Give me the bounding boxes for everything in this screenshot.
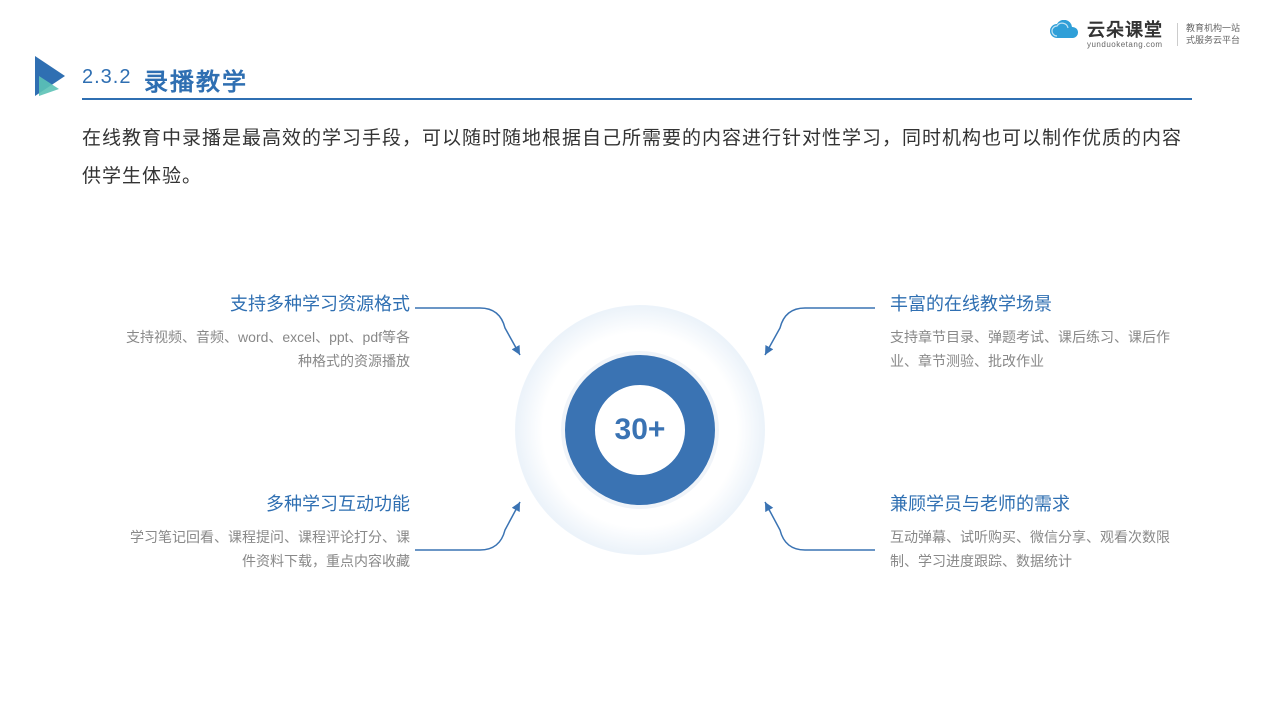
logo-text: 云朵课堂 yunduoketang.com <box>1087 21 1163 49</box>
center-ring: 30+ <box>515 305 765 555</box>
logo-tagline-line2: 式服务云平台 <box>1186 35 1240 45</box>
feature-desc: 学习笔记回看、课程提问、课程评论打分、课件资料下载，重点内容收藏 <box>120 526 410 574</box>
feature-top-right: 丰富的在线教学场景 支持章节目录、弹题考试、课后练习、课后作业、章节测验、批改作… <box>890 290 1180 374</box>
logo-domain: yunduoketang.com <box>1087 41 1163 49</box>
feature-top-left: 支持多种学习资源格式 支持视频、音频、word、excel、ppt、pdf等各种… <box>120 290 410 374</box>
header-rule <box>82 98 1192 100</box>
feature-title: 兼顾学员与老师的需求 <box>890 490 1180 516</box>
section-title: 录播教学 <box>144 62 248 97</box>
logo-tagline-line1: 教育机构一站 <box>1186 23 1240 33</box>
cloud-icon <box>1047 20 1081 49</box>
slide: 2.3.2 录播教学 云朵课堂 yunduoketang.com 教育机构一站 … <box>0 0 1280 720</box>
feature-desc: 支持章节目录、弹题考试、课后练习、课后作业、章节测验、批改作业 <box>890 326 1180 374</box>
ring: 30+ <box>565 355 715 505</box>
section-number: 2.3.2 <box>82 66 131 89</box>
intro-paragraph: 在线教育中录播是最高效的学习手段，可以随时随地根据自己所需要的内容进行针对性学习… <box>82 120 1192 196</box>
logo-tagline: 教育机构一站 式服务云平台 <box>1177 23 1240 46</box>
feature-title: 丰富的在线教学场景 <box>890 290 1180 316</box>
feature-desc: 支持视频、音频、word、excel、ppt、pdf等各种格式的资源播放 <box>120 326 410 374</box>
logo-name: 云朵课堂 <box>1087 21 1163 39</box>
section-bullet-icon <box>35 56 69 96</box>
ring-value: 30+ <box>615 413 666 447</box>
feature-desc: 互动弹幕、试听购买、微信分享、观看次数限制、学习进度跟踪、数据统计 <box>890 526 1180 574</box>
feature-bottom-right: 兼顾学员与老师的需求 互动弹幕、试听购买、微信分享、观看次数限制、学习进度跟踪、… <box>890 490 1180 574</box>
brand-logo: 云朵课堂 yunduoketang.com 教育机构一站 式服务云平台 <box>1047 20 1240 49</box>
feature-bottom-left: 多种学习互动功能 学习笔记回看、课程提问、课程评论打分、课件资料下载，重点内容收… <box>120 490 410 574</box>
feature-title: 多种学习互动功能 <box>120 490 410 516</box>
feature-title: 支持多种学习资源格式 <box>120 290 410 316</box>
